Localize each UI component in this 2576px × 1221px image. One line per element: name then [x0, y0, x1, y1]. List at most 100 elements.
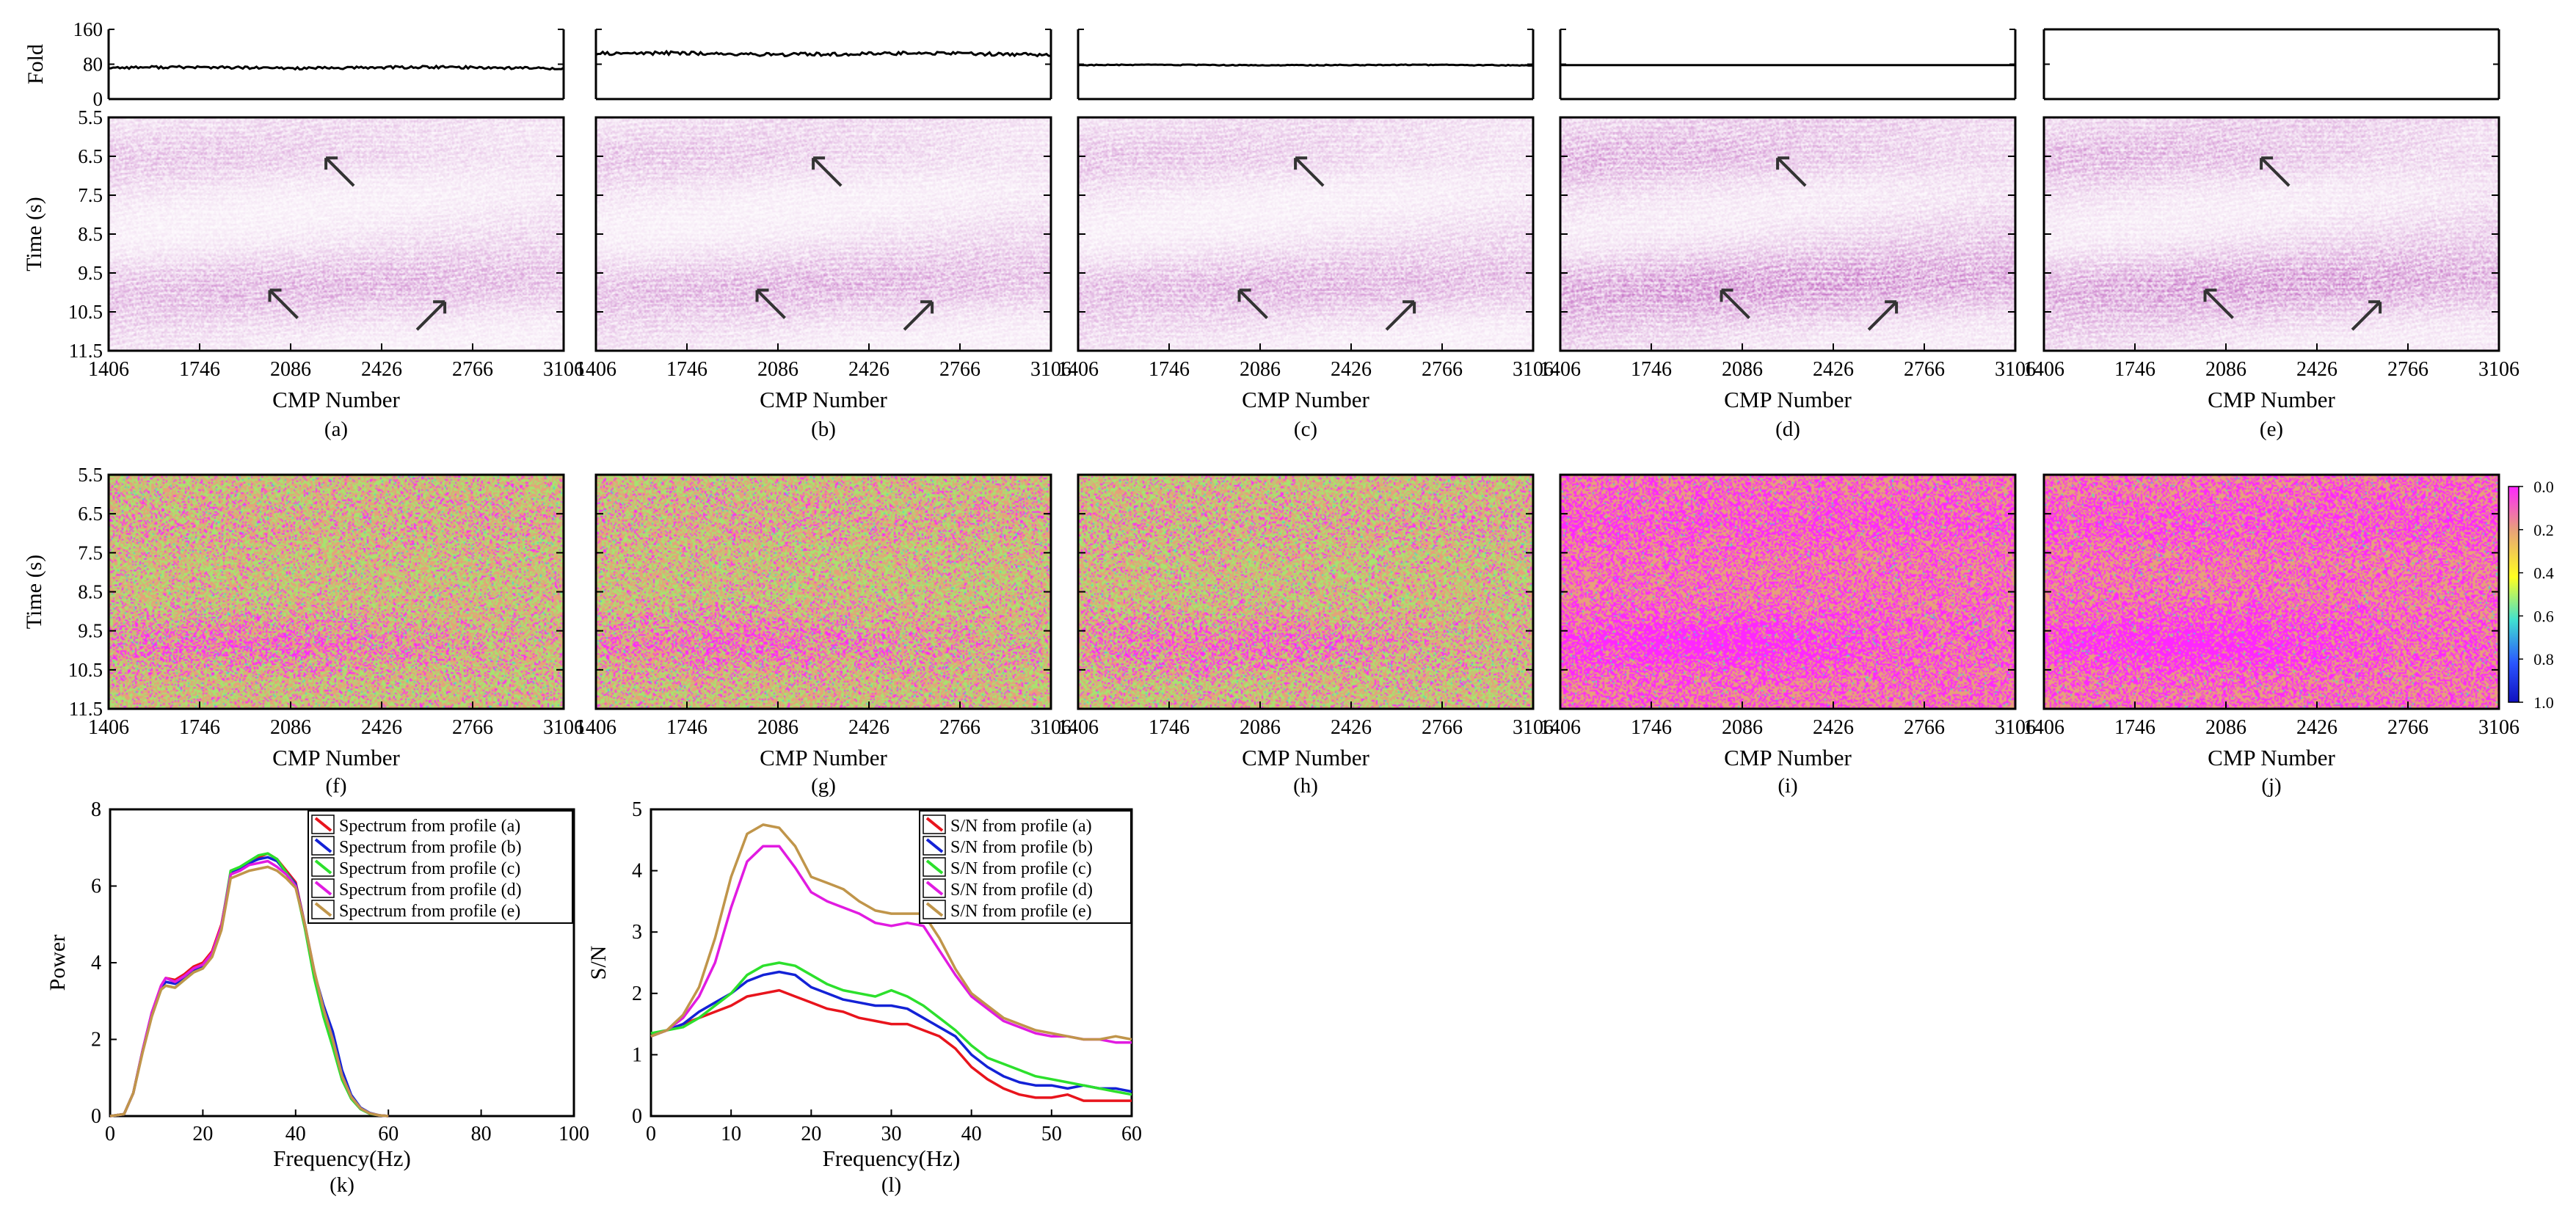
x-tick-label: 2086	[2205, 358, 2246, 381]
x-tick-label: 2426	[1813, 716, 1854, 739]
x-tick-label: 3106	[1995, 358, 2036, 381]
x-axis-title: CMP Number	[272, 745, 400, 770]
seismic-image-c	[1078, 117, 1533, 351]
arrow-line	[903, 300, 934, 331]
legend-swatch	[314, 859, 332, 875]
x-axis-title: CMP Number	[272, 387, 400, 412]
fold-curve	[595, 49, 1052, 58]
x-tick-label: 2426	[361, 358, 402, 381]
panel-label: (j)	[2261, 774, 2281, 798]
legend-swatch	[925, 881, 944, 896]
x-tick-label: 2766	[1422, 716, 1463, 739]
x-tick-label: 30	[881, 1123, 902, 1145]
x-tick-label: 40	[285, 1123, 306, 1145]
y-tick-label: 6	[91, 875, 101, 898]
panel-label: (i)	[1778, 774, 1797, 798]
legend-swatch	[314, 838, 332, 853]
arrow-line	[756, 288, 786, 319]
fold-tick-label: 0	[93, 88, 103, 110]
x-tick-label: 2766	[1904, 716, 1945, 739]
seismic-image-b	[596, 117, 1051, 351]
colorbar	[2508, 486, 2519, 703]
panel-label: (a)	[324, 418, 348, 441]
x-axis-title: CMP Number	[2208, 745, 2335, 770]
difference-image-h	[1078, 475, 1533, 709]
y-tick-label: 5	[632, 798, 642, 821]
arrow-line	[269, 288, 299, 319]
x-tick-label: 10	[721, 1123, 741, 1145]
x-tick-label: 2426	[1813, 358, 1854, 381]
x-tick-label: 2426	[2296, 716, 2337, 739]
y-tick-label: 10.5	[68, 301, 103, 323]
x-axis-title: CMP Number	[2208, 387, 2335, 412]
series-line-c	[650, 961, 1132, 1096]
x-tick-label: 3106	[1513, 358, 1554, 381]
arrow-line	[415, 300, 446, 331]
image-panels-layer	[109, 117, 2499, 709]
x-tick-label: 3106	[1030, 358, 1071, 381]
y-tick-label: 4	[91, 952, 101, 974]
y-axis-title: Power	[46, 935, 70, 991]
x-tick-label: 2426	[2296, 358, 2337, 381]
arrow-line	[1776, 156, 1807, 187]
x-tick-label: 1406	[1540, 716, 1581, 739]
y-tick-label: 11.5	[69, 698, 103, 720]
x-axis-title: CMP Number	[1242, 387, 1369, 412]
x-axis-title: Frequency(Hz)	[823, 1145, 961, 1171]
x-tick-label: 1746	[1631, 358, 1672, 381]
x-tick-label: 1746	[179, 716, 220, 739]
y-tick-label: 8.5	[78, 581, 103, 603]
arrow-line	[1294, 156, 1325, 187]
x-tick-label: 3106	[543, 716, 584, 739]
x-tick-label: 2766	[452, 358, 493, 381]
fold-curve	[109, 64, 564, 71]
x-tick-label: 1406	[2023, 358, 2064, 381]
y-tick-label: 9.5	[78, 620, 103, 642]
difference-image-g	[596, 475, 1051, 709]
fold-axis-title: Fold	[23, 44, 48, 84]
arrow-line	[812, 156, 843, 187]
x-tick-label: 40	[961, 1123, 982, 1145]
x-tick-label: 2086	[2205, 716, 2246, 739]
x-tick-label: 2086	[1240, 716, 1281, 739]
legend-swatch	[314, 881, 332, 896]
y-tick-label: 11.5	[69, 340, 103, 362]
y-tick-label: 8	[91, 798, 101, 821]
y-tick-label: 4	[632, 860, 642, 883]
legend-swatch	[314, 902, 332, 917]
x-tick-label: 1406	[88, 716, 129, 739]
x-tick-label: 2086	[1722, 358, 1763, 381]
legend-entry: Spectrum from profile (a)	[339, 817, 520, 836]
legend-box	[919, 810, 1132, 924]
x-tick-label: 2086	[1722, 716, 1763, 739]
difference-image-f	[109, 475, 564, 709]
legend-swatch	[314, 817, 332, 832]
x-tick-label: 20	[801, 1123, 821, 1145]
arrow-line	[1238, 288, 1268, 319]
y-tick-label: 1	[632, 1043, 642, 1066]
y-tick-label: 6.5	[78, 145, 103, 167]
x-tick-label: 3106	[1030, 716, 1071, 739]
x-tick-label: 2426	[848, 358, 889, 381]
seismic-image-e	[2044, 117, 2499, 351]
seismic-image-a	[109, 117, 564, 351]
x-tick-label: 1406	[88, 358, 129, 381]
y-tick-label: 0	[91, 1105, 101, 1128]
panel-label: (h)	[1293, 774, 1318, 798]
arrow-line	[1385, 300, 1416, 331]
x-tick-label: 1406	[1058, 716, 1099, 739]
y-tick-label: 3	[632, 921, 642, 944]
x-axis-title: Frequency(Hz)	[273, 1145, 411, 1171]
panel-label: (e)	[2260, 418, 2283, 441]
x-tick-label: 1746	[666, 716, 707, 739]
x-tick-label: 2426	[361, 716, 402, 739]
x-tick-label: 2086	[270, 358, 311, 381]
colorbar-tick-label: 0.2	[2533, 521, 2554, 539]
x-tick-label: 2766	[452, 716, 493, 739]
x-tick-label: 50	[1041, 1123, 1062, 1145]
x-tick-label: 3106	[543, 358, 584, 381]
x-tick-label: 2086	[1240, 358, 1281, 381]
seismic-image-d	[1560, 117, 2015, 351]
